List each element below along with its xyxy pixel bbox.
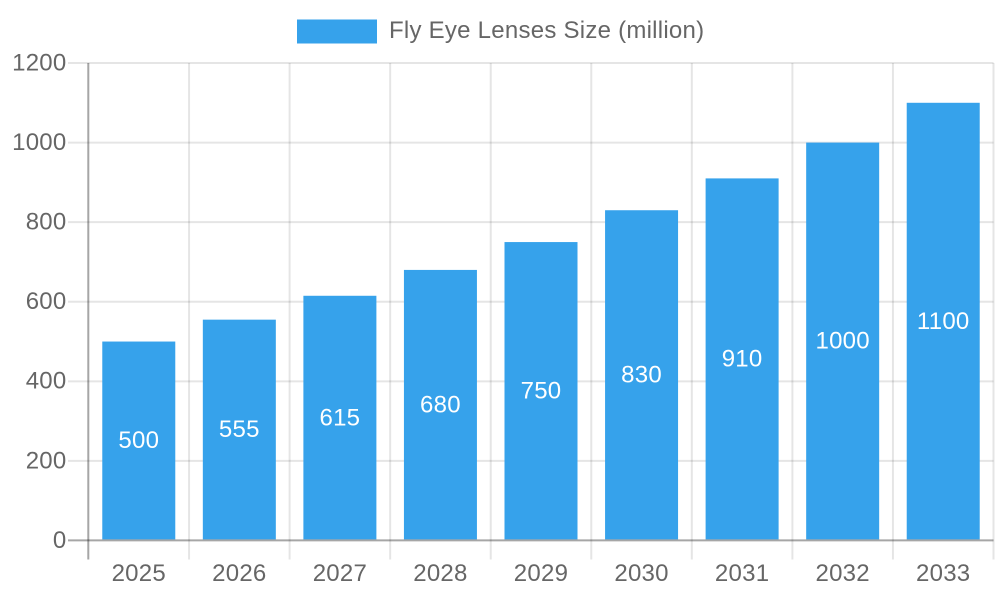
svg-text:680: 680 [420,391,461,418]
svg-text:2030: 2030 [614,560,668,587]
svg-text:Fly Eye Lenses Size (million): Fly Eye Lenses Size (million) [389,17,704,44]
svg-text:555: 555 [219,416,260,443]
svg-text:2025: 2025 [112,560,166,587]
svg-text:830: 830 [621,362,662,389]
svg-text:2031: 2031 [715,560,769,587]
svg-text:200: 200 [26,447,67,474]
svg-text:615: 615 [319,404,360,431]
svg-text:2027: 2027 [313,560,367,587]
svg-text:600: 600 [26,288,67,315]
svg-text:1200: 1200 [12,49,66,76]
svg-text:910: 910 [722,346,763,373]
svg-text:1100: 1100 [917,308,970,335]
svg-text:500: 500 [118,427,159,454]
svg-text:2028: 2028 [413,560,467,587]
svg-text:0: 0 [53,527,67,554]
svg-text:1000: 1000 [12,129,66,156]
svg-text:750: 750 [521,377,562,404]
svg-text:1000: 1000 [815,328,869,355]
svg-text:800: 800 [26,209,67,236]
svg-text:2033: 2033 [916,560,970,587]
svg-text:2026: 2026 [212,560,266,587]
svg-text:400: 400 [26,368,67,395]
svg-text:2029: 2029 [514,560,568,587]
svg-text:2032: 2032 [815,560,869,587]
